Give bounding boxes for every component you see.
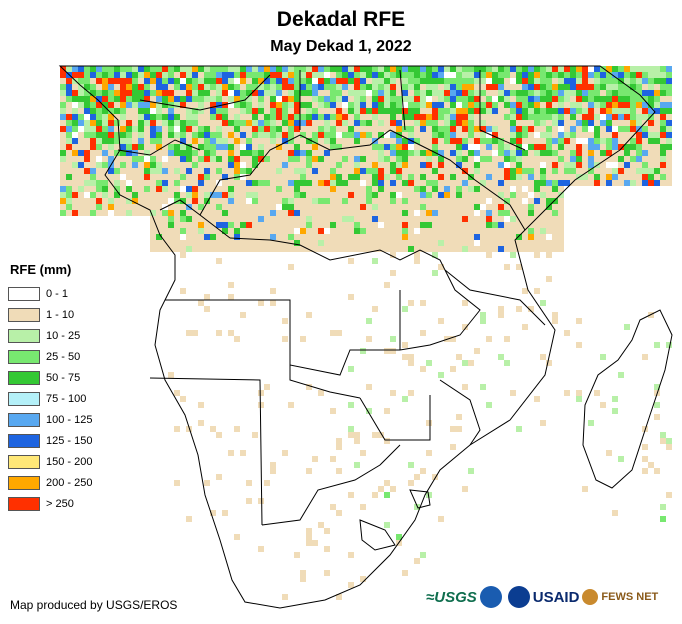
credit-text: Map produced by USGS/EROS bbox=[10, 598, 178, 612]
legend-item: 25 - 50 bbox=[8, 346, 92, 367]
legend-label: 0 - 1 bbox=[46, 287, 69, 300]
legend-label: 25 - 50 bbox=[46, 350, 81, 363]
noaa-logo-icon bbox=[479, 586, 502, 608]
legend-label: 150 - 200 bbox=[46, 455, 93, 468]
legend: RFE (mm) 0 - 1 1 - 10 10 - 25 25 - 50 50 - 7… bbox=[8, 262, 92, 514]
map-subtitle: May Dekad 1, 2022 bbox=[270, 38, 412, 55]
legend-item: 0 - 1 bbox=[8, 283, 92, 304]
legend-swatch bbox=[8, 370, 40, 385]
legend-item: 1 - 10 bbox=[8, 304, 92, 325]
legend-swatch bbox=[8, 496, 40, 511]
legend-label: 125 - 150 bbox=[46, 434, 93, 447]
coastline bbox=[58, 65, 656, 609]
map-title: Dekadal RFE bbox=[276, 8, 406, 31]
legend-label: 1 - 10 bbox=[46, 308, 75, 321]
legend-label: 100 - 125 bbox=[46, 413, 93, 426]
legend-item: 200 - 250 bbox=[8, 472, 92, 493]
usgs-logo: ≈USGS bbox=[426, 588, 477, 606]
legend-swatch bbox=[8, 286, 40, 301]
country-borders bbox=[58, 65, 673, 609]
logo-strip: ≈USGS USAID FEWS NET bbox=[426, 586, 658, 608]
legend-label: 10 - 25 bbox=[46, 329, 81, 342]
fews-seal-icon bbox=[582, 589, 599, 605]
legend-swatch bbox=[8, 349, 40, 364]
legend-swatch bbox=[8, 454, 40, 469]
legend-rows: 0 - 1 1 - 10 10 - 25 25 - 50 50 - 75 75 - 100… bbox=[8, 283, 92, 514]
legend-swatch bbox=[8, 412, 40, 427]
legend-item: > 250 bbox=[8, 493, 92, 514]
legend-swatch bbox=[8, 328, 40, 343]
madagascar-outline bbox=[582, 309, 673, 489]
legend-swatch bbox=[8, 307, 40, 322]
legend-title: RFE (mm) bbox=[10, 262, 72, 277]
legend-swatch bbox=[8, 433, 40, 448]
legend-label: > 250 bbox=[46, 497, 74, 510]
legend-label: 75 - 100 bbox=[46, 392, 87, 405]
legend-swatch bbox=[8, 391, 40, 406]
legend-item: 50 - 75 bbox=[8, 367, 92, 388]
fews-net-logo: FEWS NET bbox=[601, 591, 659, 603]
legend-item: 150 - 200 bbox=[8, 451, 92, 472]
legend-swatch bbox=[8, 475, 40, 490]
nasa-logo-icon bbox=[507, 586, 530, 608]
legend-label: 50 - 75 bbox=[46, 371, 81, 384]
legend-label: 200 - 250 bbox=[46, 476, 93, 489]
legend-item: 10 - 25 bbox=[8, 325, 92, 346]
legend-item: 125 - 150 bbox=[8, 430, 92, 451]
legend-item: 100 - 125 bbox=[8, 409, 92, 430]
legend-item: 75 - 100 bbox=[8, 388, 92, 409]
usaid-logo: USAID bbox=[532, 588, 580, 606]
